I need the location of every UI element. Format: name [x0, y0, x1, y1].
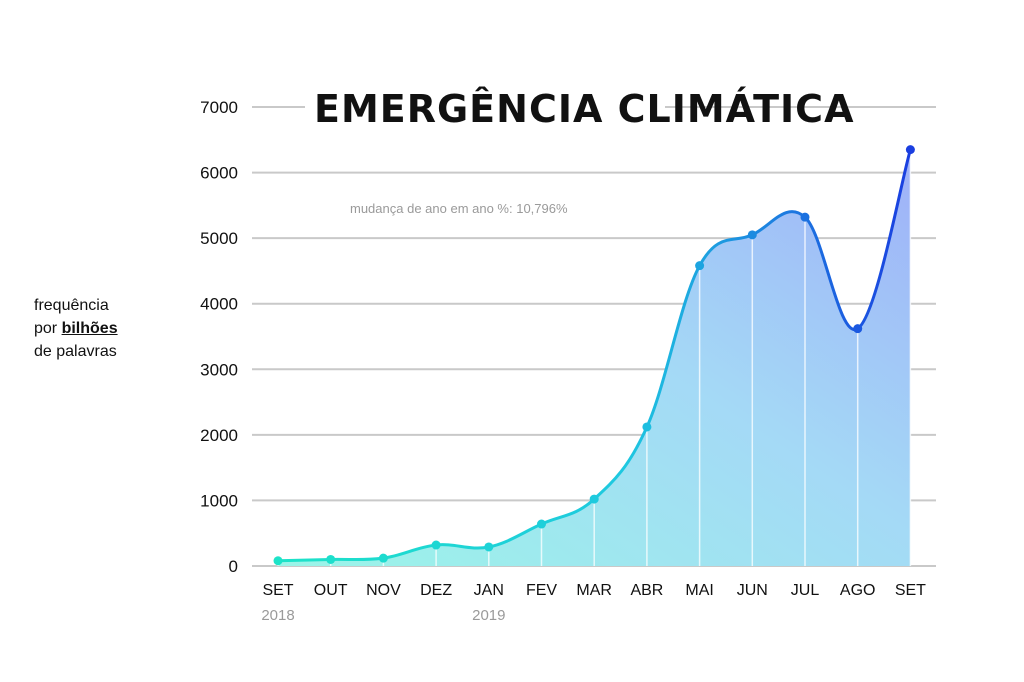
y-axis-label: frequência por bilhões de palavras [34, 294, 154, 363]
data-point [642, 422, 652, 432]
data-points [273, 145, 915, 566]
x-tick-label: FEV [526, 582, 557, 599]
x-tick-label: AGO [840, 582, 876, 599]
y-tick-label: 0 [229, 557, 238, 576]
data-point [431, 540, 441, 550]
x-tick-label: SET [895, 582, 926, 599]
series-line [277, 149, 912, 563]
data-point [378, 553, 388, 563]
y-tick-label: 4000 [200, 295, 238, 314]
data-point [273, 556, 283, 566]
data-point [484, 542, 494, 552]
y-tick-label: 5000 [200, 229, 238, 248]
x-tick-label: JAN [474, 582, 504, 599]
y-tick-label: 3000 [200, 360, 238, 379]
x-tick-label: SET [262, 582, 293, 599]
data-point [853, 324, 863, 334]
chart-title: EMERGÊNCIA CLIMÁTICA [314, 87, 854, 131]
y-label-bold-word: bilhões [61, 320, 118, 337]
yoy-annotation: mudança de ano em ano %: 10,796% [350, 201, 568, 216]
data-point [695, 261, 705, 271]
x-tick-label: DEZ [420, 582, 452, 599]
x-axis-ticks: SET OUT NOV DEZ JAN FEV MAR ABR MAI JUN JUL AGO SET 2… [261, 582, 926, 624]
y-tick-label: 1000 [200, 491, 238, 510]
x-tick-label: JUN [737, 582, 768, 599]
y-tick-label: 2000 [200, 426, 238, 445]
title-background [305, 84, 665, 130]
year-label: 2019 [472, 607, 505, 624]
y-axis-ticks: 0 1000 2000 3000 4000 5000 6000 7000 [200, 98, 238, 576]
x-tick-label: MAI [685, 582, 713, 599]
data-point [747, 230, 757, 240]
y-label-line1: frequência [34, 297, 109, 314]
y-tick-label: 6000 [200, 164, 238, 183]
x-tick-label: MAR [576, 582, 612, 599]
data-point [589, 494, 599, 504]
data-point [800, 212, 810, 222]
year-label: 2018 [261, 607, 294, 624]
data-point [326, 554, 336, 564]
x-tick-label: NOV [366, 582, 401, 599]
x-tick-label: JUL [791, 582, 820, 599]
data-point [905, 145, 915, 155]
x-tick-label: ABR [630, 582, 663, 599]
data-point [537, 519, 546, 529]
y-label-line2-prefix: por [34, 320, 62, 337]
y-label-line3: de palavras [34, 343, 117, 360]
y-label-line2: por bilhões [34, 317, 154, 340]
y-tick-label: 7000 [200, 98, 238, 117]
x-tick-label: OUT [314, 582, 348, 599]
